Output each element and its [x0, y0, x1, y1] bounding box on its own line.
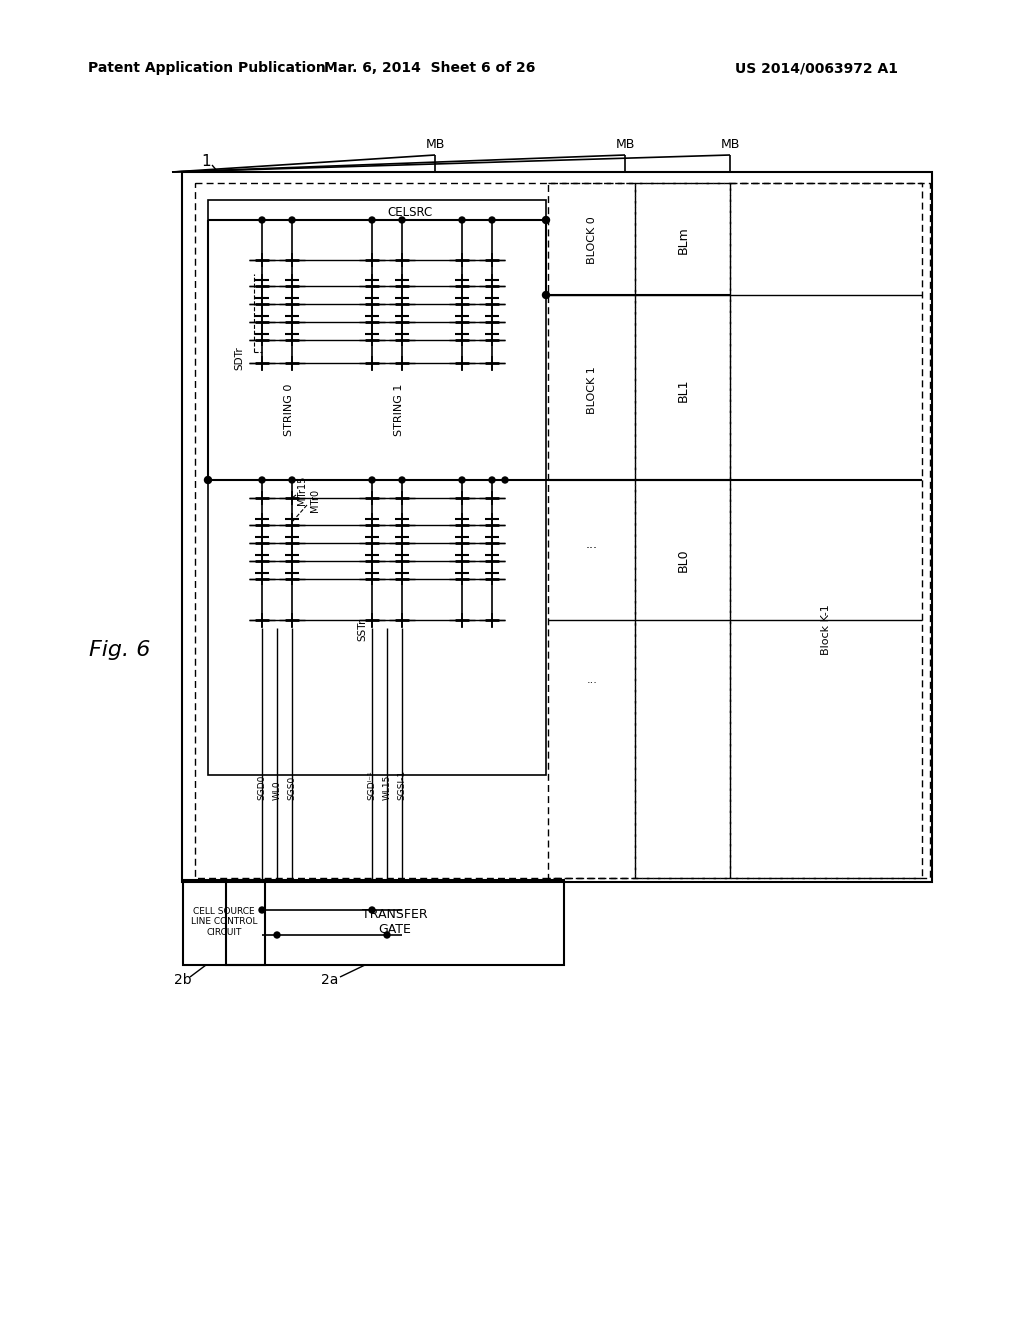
- Text: Fig. 6: Fig. 6: [89, 640, 151, 660]
- Text: BL0: BL0: [677, 548, 689, 572]
- Circle shape: [489, 216, 495, 223]
- Text: MB: MB: [720, 139, 739, 152]
- Circle shape: [459, 477, 465, 483]
- Text: STRING 1: STRING 1: [394, 384, 404, 436]
- Circle shape: [384, 932, 390, 939]
- Text: SGDᴵ⁻¹: SGDᴵ⁻¹: [368, 771, 377, 800]
- Circle shape: [369, 216, 375, 223]
- Text: STRING 0: STRING 0: [284, 384, 294, 436]
- Text: BLOCK 0: BLOCK 0: [587, 216, 597, 264]
- Text: BLm: BLm: [677, 226, 689, 253]
- Text: WL0: WL0: [272, 780, 282, 800]
- Circle shape: [259, 216, 265, 223]
- Text: 2a: 2a: [322, 973, 339, 987]
- Circle shape: [289, 216, 295, 223]
- Text: MB: MB: [615, 139, 635, 152]
- Text: SGD0: SGD0: [257, 775, 266, 800]
- Bar: [548, 183, 635, 878]
- Text: MTr0: MTr0: [310, 488, 319, 512]
- Bar: [226, 880, 564, 965]
- Text: ...: ...: [586, 539, 598, 552]
- Bar: [183, 880, 265, 965]
- Bar: [730, 183, 922, 878]
- Circle shape: [543, 216, 550, 223]
- Text: WL15: WL15: [383, 775, 391, 800]
- Text: SDTr: SDTr: [234, 346, 244, 370]
- Text: BLOCK 1: BLOCK 1: [587, 366, 597, 414]
- Text: 1: 1: [201, 154, 211, 169]
- Text: CELSRC: CELSRC: [387, 206, 432, 219]
- Circle shape: [489, 477, 495, 483]
- Bar: [195, 183, 930, 878]
- Text: BL1: BL1: [677, 379, 689, 401]
- Text: CELL SOURCE
LINE CONTROL
CIRCUIT: CELL SOURCE LINE CONTROL CIRCUIT: [190, 907, 257, 937]
- Circle shape: [274, 932, 280, 939]
- Bar: [182, 172, 932, 882]
- Bar: [208, 201, 546, 775]
- Text: MB: MB: [425, 139, 444, 152]
- Circle shape: [399, 477, 406, 483]
- Circle shape: [399, 216, 406, 223]
- Circle shape: [369, 477, 375, 483]
- Text: Patent Application Publication: Patent Application Publication: [88, 61, 326, 75]
- Circle shape: [259, 907, 265, 913]
- Text: MTr15: MTr15: [297, 475, 307, 504]
- Circle shape: [205, 477, 212, 483]
- Bar: [635, 183, 730, 878]
- Text: US 2014/0063972 A1: US 2014/0063972 A1: [735, 61, 898, 75]
- Text: SSTr: SSTr: [357, 619, 367, 642]
- Circle shape: [459, 216, 465, 223]
- Circle shape: [369, 907, 375, 913]
- Text: SGSI-1: SGSI-1: [397, 770, 407, 800]
- Circle shape: [289, 477, 295, 483]
- Text: ...: ...: [587, 675, 597, 685]
- Text: Mar. 6, 2014  Sheet 6 of 26: Mar. 6, 2014 Sheet 6 of 26: [325, 61, 536, 75]
- Text: 2b: 2b: [174, 973, 191, 987]
- Text: SGS0: SGS0: [288, 776, 297, 800]
- Circle shape: [259, 477, 265, 483]
- Circle shape: [502, 477, 508, 483]
- Circle shape: [543, 292, 550, 298]
- Text: Block K-1: Block K-1: [821, 605, 831, 655]
- Text: TRANSFER
GATE: TRANSFER GATE: [362, 908, 428, 936]
